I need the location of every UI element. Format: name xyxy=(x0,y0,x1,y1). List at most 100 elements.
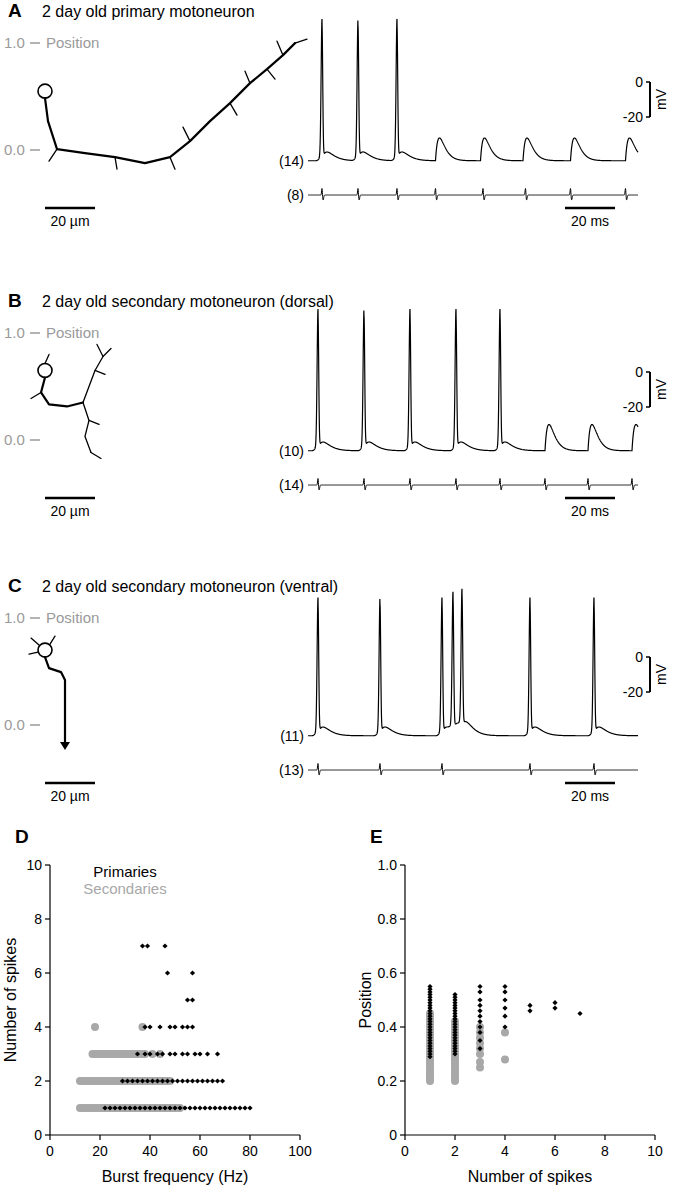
spike-trace xyxy=(341,311,387,451)
point xyxy=(167,1024,172,1029)
neurite xyxy=(183,127,190,141)
point xyxy=(477,1024,482,1029)
count-label: (8) xyxy=(287,187,304,203)
point xyxy=(190,1078,195,1083)
trace-panel: B2 day old secondary motoneuron (dorsal)… xyxy=(4,290,669,519)
point xyxy=(140,1078,145,1083)
y-tick-label: 2 xyxy=(34,1073,42,1089)
spike-trace xyxy=(387,309,433,451)
spike-trace xyxy=(308,598,349,736)
x-tick-label: 6 xyxy=(551,1143,559,1159)
legend-entry: Primaries xyxy=(93,863,156,880)
position-tick xyxy=(30,724,40,726)
point xyxy=(160,1051,165,1056)
y-tick-label: 8 xyxy=(34,911,42,927)
point xyxy=(107,1105,112,1110)
neurite xyxy=(31,638,39,645)
ms-scale-label: 20 ms xyxy=(571,788,609,804)
x-tick-label: 60 xyxy=(192,1143,208,1159)
y-tick xyxy=(400,918,405,919)
x-axis xyxy=(50,1134,300,1135)
position-tick xyxy=(30,42,40,44)
mv-scale-bar xyxy=(649,372,651,407)
mv-scale-bar xyxy=(649,82,651,117)
point xyxy=(197,1051,202,1056)
panel-label: E xyxy=(370,826,383,847)
axon-arrow xyxy=(60,742,70,750)
x-tick xyxy=(504,1135,505,1140)
point xyxy=(172,1024,177,1029)
point xyxy=(215,1078,220,1083)
point xyxy=(185,1024,190,1029)
position-tick-label: 0.0 xyxy=(4,431,25,448)
neurite xyxy=(295,39,307,43)
x-tick-label: 20 xyxy=(92,1143,108,1159)
spike-trace xyxy=(340,20,378,160)
legend-entry: Secondaries xyxy=(83,880,166,897)
ms-scale-label: 20 ms xyxy=(571,213,609,229)
neurite xyxy=(245,71,250,83)
point xyxy=(145,1078,150,1083)
y-tick xyxy=(45,918,50,919)
points xyxy=(426,984,583,1085)
neurite xyxy=(83,402,91,452)
position-tick xyxy=(30,332,40,334)
point xyxy=(227,1105,232,1110)
y-tick-label: 4 xyxy=(34,1019,42,1035)
point xyxy=(142,1024,147,1029)
ms-scale-bar xyxy=(565,497,615,500)
point xyxy=(197,1105,202,1110)
spike-trace xyxy=(349,599,411,736)
spike-trace xyxy=(496,598,562,736)
x-tick xyxy=(554,1135,555,1140)
point xyxy=(185,1078,190,1083)
x-tick xyxy=(454,1135,455,1140)
unit-trace xyxy=(308,764,349,775)
psp-trace xyxy=(547,138,598,161)
mv-tick xyxy=(646,406,650,408)
mv-unit: mV xyxy=(653,88,669,110)
point xyxy=(167,1105,172,1110)
panel-title: 2 day old primary motoneuron xyxy=(42,3,255,20)
neurite xyxy=(230,103,237,115)
x-tick xyxy=(654,1135,655,1140)
x-tick-label: 2 xyxy=(451,1143,459,1159)
point xyxy=(577,1011,582,1016)
mv-unit: mV xyxy=(653,663,669,685)
point xyxy=(207,1105,212,1110)
y-tick xyxy=(45,864,50,865)
point xyxy=(217,1105,222,1110)
x-axis-label: Burst frequency (Hz) xyxy=(102,1168,249,1185)
x-tick-label: 4 xyxy=(501,1143,509,1159)
x-tick xyxy=(249,1135,250,1140)
mv-tick-label: -20 xyxy=(623,399,643,415)
unit-trace xyxy=(308,189,340,200)
unit-trace xyxy=(562,764,638,775)
mv-tick-label: -20 xyxy=(623,684,643,700)
neurite xyxy=(45,354,49,363)
position-label: Position xyxy=(46,609,99,626)
point xyxy=(477,1003,482,1008)
point xyxy=(140,943,145,948)
x-tick xyxy=(404,1135,405,1140)
y-tick xyxy=(45,972,50,973)
spike-trace xyxy=(378,19,417,161)
point xyxy=(130,1078,135,1083)
count-label: (10) xyxy=(279,443,304,459)
point xyxy=(142,1105,147,1110)
neurite xyxy=(83,348,111,402)
neurite xyxy=(277,41,283,55)
unit-trace xyxy=(567,479,611,490)
neurite xyxy=(49,149,57,161)
psp-trace xyxy=(458,138,502,161)
neurite xyxy=(115,157,117,169)
point xyxy=(135,1078,140,1083)
point xyxy=(150,1078,155,1083)
trace-panel: A2 day old primary motoneuron0.01.0Posit… xyxy=(4,0,669,229)
y-tick xyxy=(400,1134,405,1135)
point xyxy=(502,984,507,989)
um-scale-bar xyxy=(45,782,95,785)
y-axis xyxy=(404,865,405,1135)
spike-trace xyxy=(562,598,638,736)
point xyxy=(160,1078,165,1083)
